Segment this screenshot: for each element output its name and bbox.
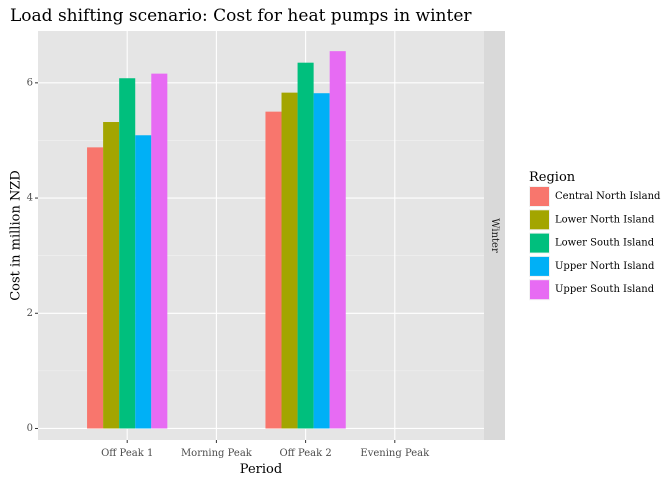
y-axis-label: Cost in million NZD [9, 170, 24, 301]
y-tick-label: 4 [27, 193, 33, 204]
bar [119, 78, 136, 429]
bars [87, 51, 346, 429]
bar [297, 62, 314, 429]
chart-title: Load shifting scenario: Cost for heat pu… [10, 6, 472, 26]
facet-strip-label: Winter [489, 218, 500, 253]
x-axis-label: Period [240, 462, 282, 477]
facet-strip [484, 31, 505, 440]
legend-label: Upper South Island [555, 284, 655, 295]
bar [151, 73, 168, 429]
bar [103, 122, 120, 429]
x-tick-label: Off Peak 2 [279, 448, 331, 459]
legend-key [530, 210, 549, 230]
y-axis-ticks: 0 2 4 6 [27, 77, 38, 434]
bar [265, 111, 282, 429]
legend-label: Upper North Island [555, 261, 655, 272]
y-tick-label: 6 [27, 77, 33, 88]
legend-title: Region [529, 170, 576, 185]
bar [329, 51, 346, 429]
legend-label: Central North Island [555, 191, 661, 202]
bar [313, 93, 330, 429]
bar [87, 147, 104, 429]
legend-label: Lower North Island [555, 214, 655, 225]
legend-key [530, 187, 549, 206]
legend-key [530, 256, 549, 276]
y-tick-label: 2 [27, 308, 33, 319]
legend-key [530, 280, 549, 300]
x-tick-label: Evening Peak [360, 448, 430, 459]
legend-key [530, 233, 549, 253]
x-axis-ticks: Off Peak 1 Morning Peak Off Peak 2 Evening … [101, 440, 430, 459]
bar [135, 135, 152, 429]
legend: Region Central North Island Lower North I… [529, 170, 661, 301]
y-tick-label: 0 [27, 423, 33, 434]
x-tick-label: Morning Peak [181, 448, 253, 459]
legend-label: Lower South Island [555, 238, 655, 249]
bar [281, 92, 298, 429]
x-tick-label: Off Peak 1 [101, 448, 153, 459]
